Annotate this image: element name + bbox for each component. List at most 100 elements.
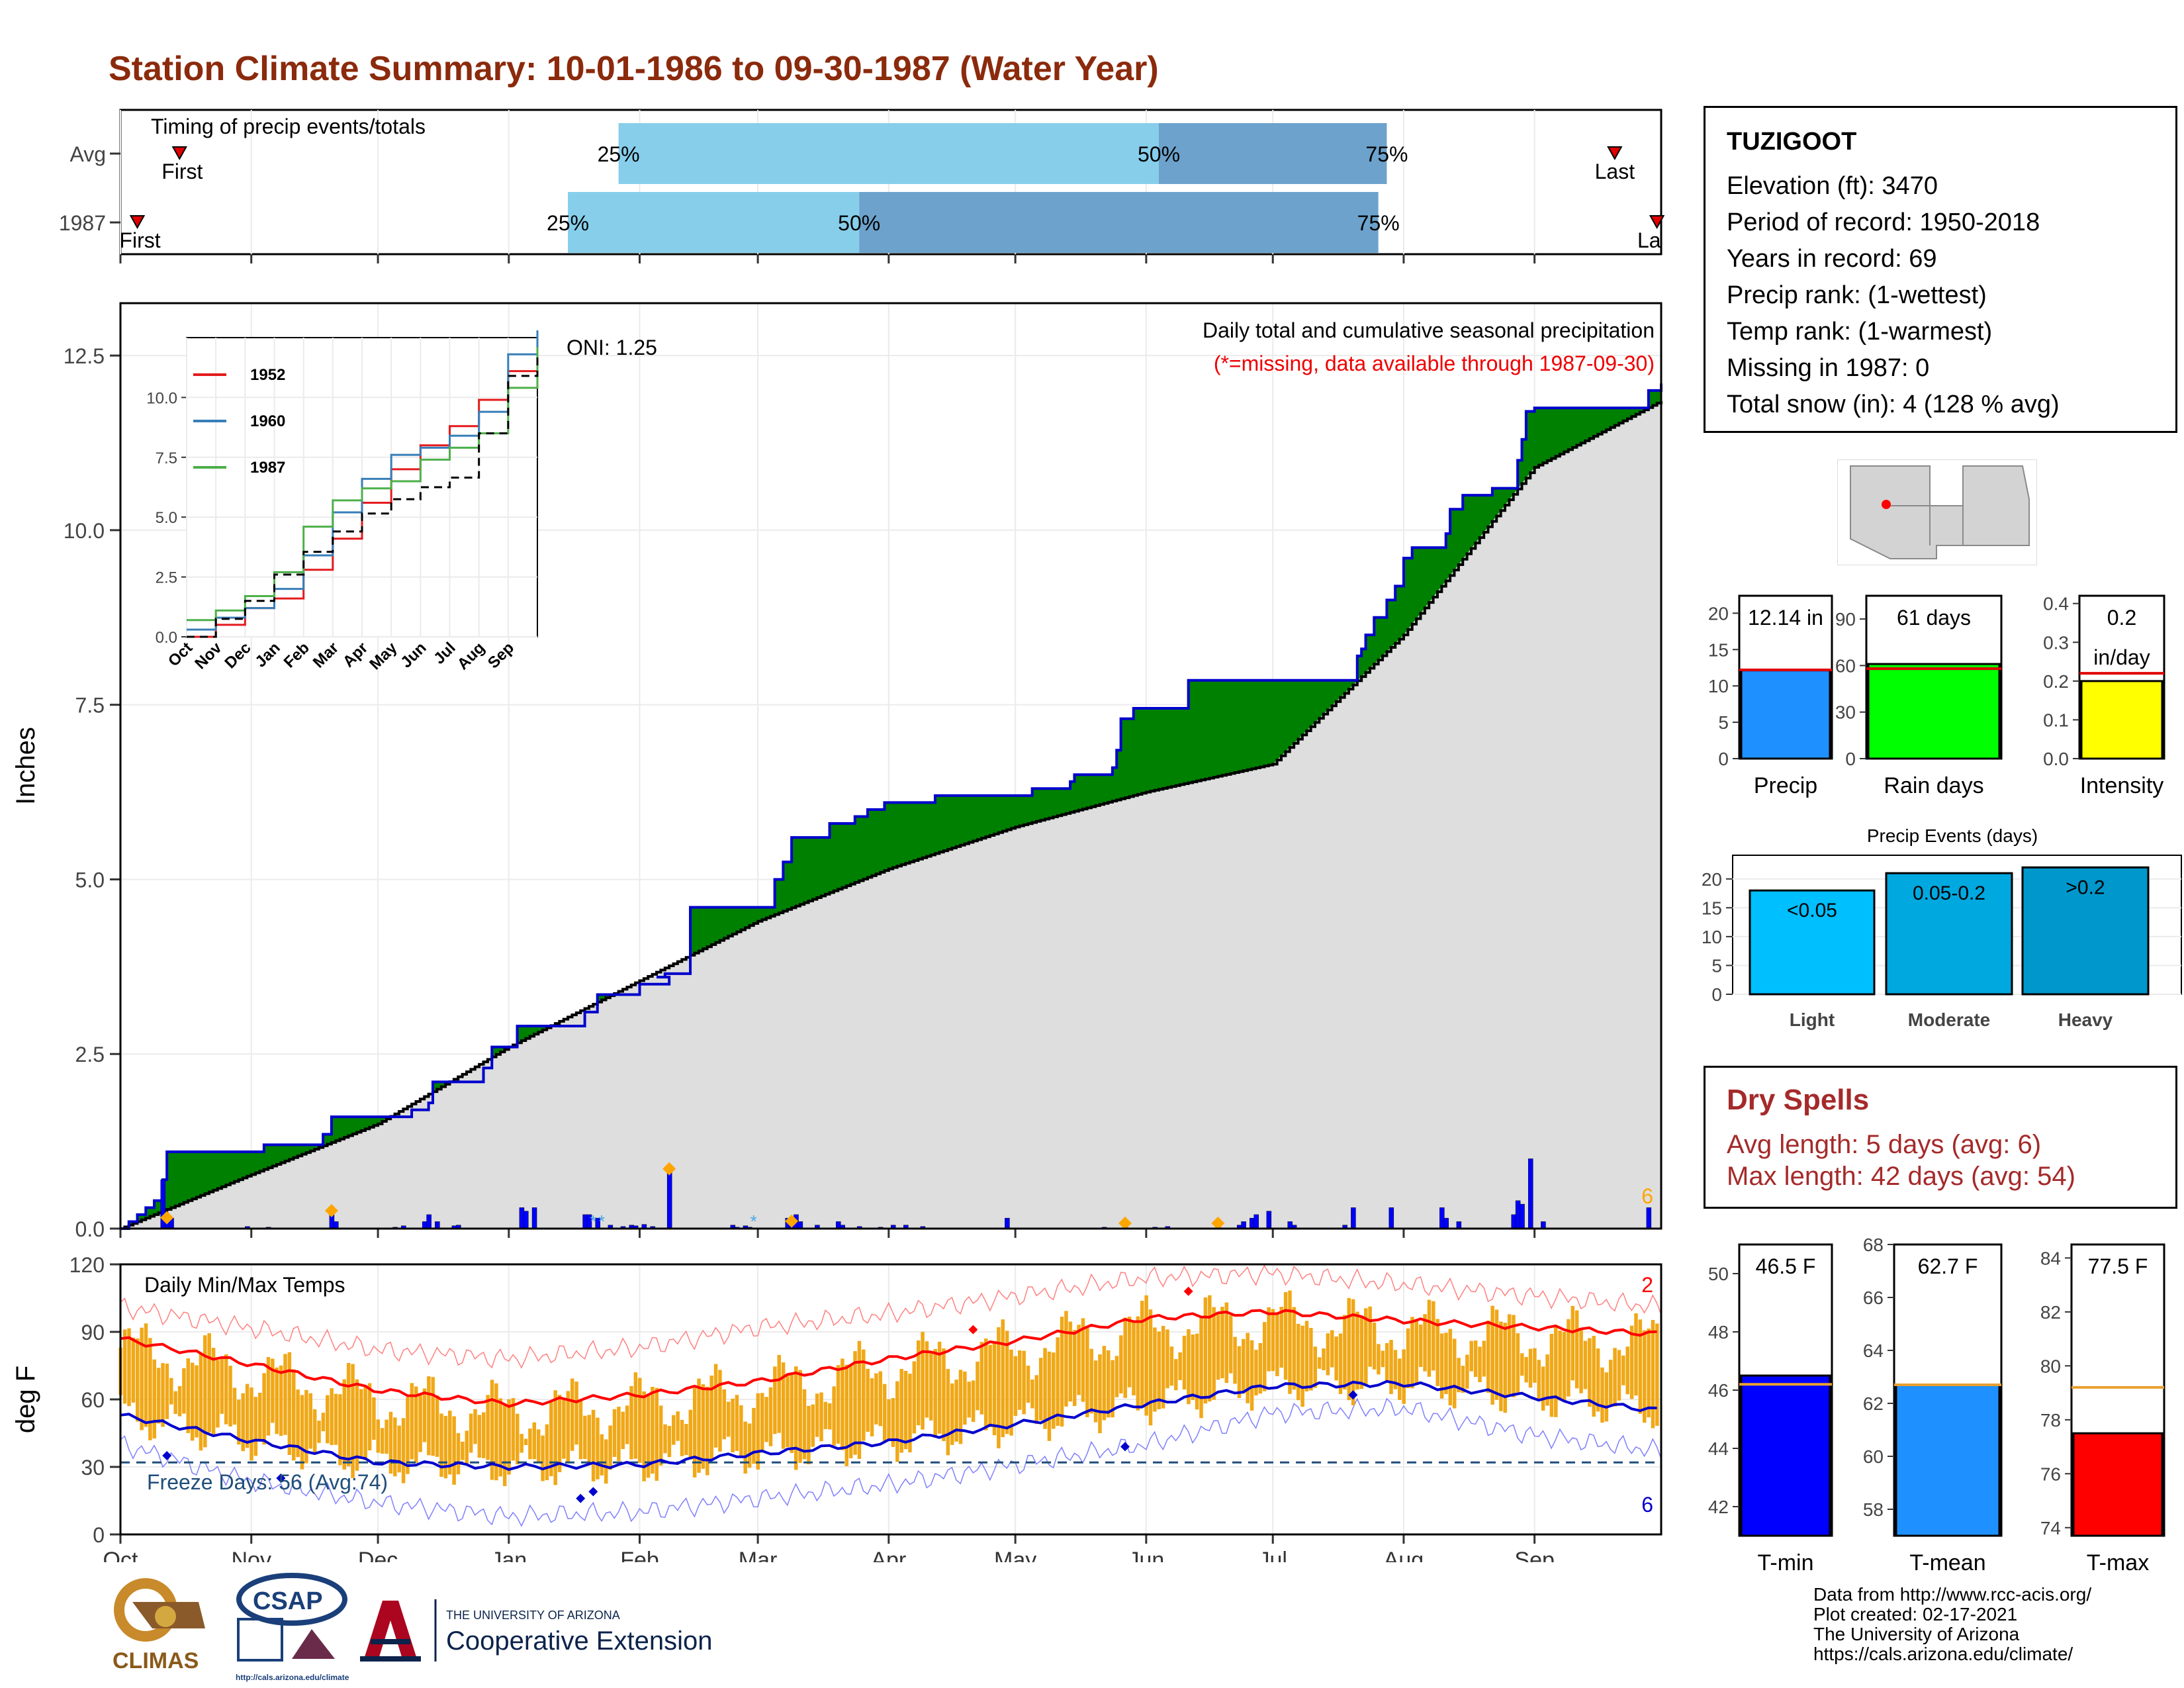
daily-temp-bar [216, 1360, 220, 1428]
daily-temp-bar [1621, 1355, 1625, 1385]
daily-temp-bar [461, 1441, 465, 1460]
daily-temp-bar [127, 1328, 131, 1407]
locator-map [1837, 459, 2037, 565]
daily-temp-bar [600, 1434, 604, 1476]
summary-y-tick-label: 20 [1708, 603, 1729, 624]
daily-temp-bar [1127, 1317, 1132, 1387]
daily-temp-bar [1494, 1309, 1499, 1400]
daily-temp-bar [211, 1348, 216, 1436]
daily-temp-bar [401, 1418, 406, 1483]
record-low-marker [276, 1474, 286, 1483]
daily-temp-bar [195, 1365, 199, 1438]
daily-temp-bar [1351, 1299, 1355, 1406]
record-high-marker [1183, 1286, 1193, 1296]
record-precip-marker [324, 1203, 338, 1217]
temp-y-tick-label: 60 [81, 1388, 105, 1412]
daily-temp-bar [1317, 1357, 1322, 1369]
daily-temp-bar [1604, 1372, 1609, 1422]
daily-temp-bar [882, 1383, 887, 1442]
daily-temp-bar [1381, 1350, 1385, 1368]
precip-events-y-tick-label: 20 [1702, 869, 1722, 890]
daily-temp-bar [663, 1424, 667, 1454]
daily-temp-bar [596, 1417, 600, 1479]
daily-temp-bar [1132, 1322, 1136, 1395]
page-title: Station Climate Summary: 10-01-1986 to 0… [109, 50, 1159, 88]
timing-pct-label: 25% [598, 142, 640, 166]
daily-temp-bar [317, 1421, 321, 1443]
daily-temp-bar [1554, 1325, 1558, 1417]
daily-precip-bar [1515, 1200, 1521, 1229]
timing-bar-25-50 [618, 123, 1160, 184]
daily-precip-bar [1511, 1214, 1517, 1229]
daily-temp-bar [557, 1395, 562, 1472]
daily-temp-bar [1398, 1358, 1402, 1400]
daily-temp-bar [1250, 1340, 1254, 1411]
daily-temp-bar [545, 1424, 549, 1481]
daily-temp-bar [651, 1387, 655, 1474]
daily-temp-bar [1228, 1315, 1233, 1374]
daily-temp-bar [443, 1415, 448, 1479]
summary-value-label: 46.5 F [1756, 1254, 1816, 1278]
daily-temp-bar [638, 1378, 642, 1463]
summary-value-label-unit: in/day [2093, 645, 2150, 669]
precip-events-bar [1749, 889, 1876, 996]
daily-temp-bar [680, 1420, 684, 1456]
daily-temp-bar [376, 1419, 381, 1453]
daily-temp-bar [1275, 1314, 1279, 1376]
summary-y-tick-label: 78 [2040, 1410, 2061, 1430]
daily-temp-bar [1271, 1309, 1275, 1372]
daily-temp-bar [646, 1394, 651, 1478]
record-high-marker [968, 1325, 978, 1335]
daily-temp-bar [836, 1365, 841, 1444]
record-low-count: 6 [1641, 1493, 1653, 1517]
daily-temp-bar [954, 1380, 958, 1442]
precip-events-y-tick-label: 0 [1711, 984, 1722, 1005]
daily-temp-bar [992, 1342, 997, 1436]
daily-temp-bar [1195, 1333, 1199, 1410]
daily-temp-bar [1549, 1333, 1554, 1417]
inset-y-tick-label: 10.0 [146, 389, 177, 407]
summary-category-label: T-max [2087, 1550, 2149, 1575]
daily-temp-bar [1161, 1325, 1165, 1409]
cumulative-1987-line [120, 383, 1662, 1230]
daily-temp-bar [1258, 1342, 1263, 1394]
daily-temp-bar [802, 1389, 807, 1460]
temp-x-tick-label: Oct [103, 1548, 138, 1562]
daily-temp-bar [165, 1363, 169, 1419]
daily-temp-bar [1081, 1318, 1085, 1402]
daily-temp-bar [367, 1383, 372, 1451]
daily-temp-bar [144, 1323, 148, 1427]
cumul-ylabel: Inches [11, 727, 40, 805]
daily-temp-bar [1545, 1354, 1549, 1406]
daily-temp-bar [1157, 1331, 1161, 1409]
daily-temp-bar [929, 1352, 933, 1421]
daily-temp-bar [768, 1387, 773, 1446]
daily-temp-bar [819, 1392, 823, 1442]
cumul-y-tick-label: 10.0 [64, 519, 105, 543]
daily-temp-bar [1119, 1335, 1123, 1393]
daily-temp-bar [1465, 1354, 1469, 1389]
daily-temp-bar [1617, 1350, 1621, 1401]
daily-temp-bar [1292, 1307, 1297, 1390]
inset-y-tick-label: 0.0 [156, 629, 177, 647]
inset-legend-label: 1960 [250, 412, 285, 430]
daily-temp-bar [899, 1368, 903, 1453]
daily-temp-bar [279, 1365, 283, 1436]
daily-temp-bar [688, 1409, 693, 1460]
daily-temp-bar [794, 1366, 798, 1470]
daily-temp-bar [1507, 1314, 1512, 1397]
daily-temp-bar [1448, 1329, 1453, 1406]
daily-temp-bar [1174, 1359, 1178, 1391]
daily-temp-bar [1359, 1315, 1364, 1389]
daily-temp-bar [1072, 1330, 1077, 1407]
temp-x-tick-label: Jun [1128, 1548, 1164, 1562]
daily-temp-bar [1574, 1310, 1579, 1389]
above-average-area [128, 390, 1662, 1225]
temp-summary-chart: 42 44 46 48 50 46.5 F T-min 58 60 62 64 66 68 62.7 F T… [1708, 1235, 2165, 1575]
main-charts: Timing of precip events/totals Avg 25% 50% 7… [11, 109, 1665, 1562]
daily-temp-bar [1469, 1340, 1473, 1372]
daily-temp-bar [523, 1438, 528, 1446]
daily-temp-bar [338, 1394, 342, 1466]
info-period: Period of record: 1950-2018 [1727, 209, 2040, 236]
timing-first-label: First [119, 228, 160, 252]
